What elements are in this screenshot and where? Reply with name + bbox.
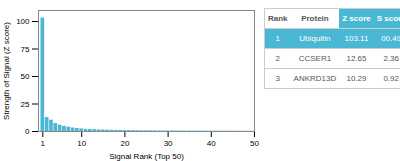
html-text:ANKRD13D: ANKRD13D <box>293 74 337 83</box>
svg-text:0: 0 <box>25 127 30 136</box>
svg-text:Signal Rank (Top 50): Signal Rank (Top 50) <box>109 152 184 161</box>
html-text:1: 1 <box>275 34 280 43</box>
svg-text:100: 100 <box>16 17 30 26</box>
svg-text:25: 25 <box>21 100 30 109</box>
html-text:12.65: 12.65 <box>346 54 367 63</box>
svg-text:30: 30 <box>164 139 173 148</box>
svg-text:20: 20 <box>120 139 129 148</box>
html-text:Ubiquitin: Ubiquitin <box>299 34 331 43</box>
html-text:10.29: 10.29 <box>346 74 367 83</box>
html-text:3: 3 <box>275 74 280 83</box>
svg-text:75: 75 <box>21 45 30 54</box>
html-text:2: 2 <box>275 54 280 63</box>
svg-text:50: 50 <box>250 139 259 148</box>
html-text:0.92: 0.92 <box>383 74 399 83</box>
svg-text:40: 40 <box>207 139 216 148</box>
html-text:103.11: 103.11 <box>344 34 369 43</box>
html-text:Rank: Rank <box>268 14 288 23</box>
svg-text:Strength of Signal (Z score): Strength of Signal (Z score) <box>2 22 11 120</box>
html-text:Protein: Protein <box>301 14 329 23</box>
html-text:2.36: 2.36 <box>383 54 399 63</box>
svg-text:10: 10 <box>77 139 86 148</box>
svg-text:50: 50 <box>21 72 30 81</box>
svg-text:1: 1 <box>41 139 46 148</box>
html-text:CCSER1: CCSER1 <box>298 54 332 63</box>
html-text:Z score: Z score <box>342 14 371 23</box>
